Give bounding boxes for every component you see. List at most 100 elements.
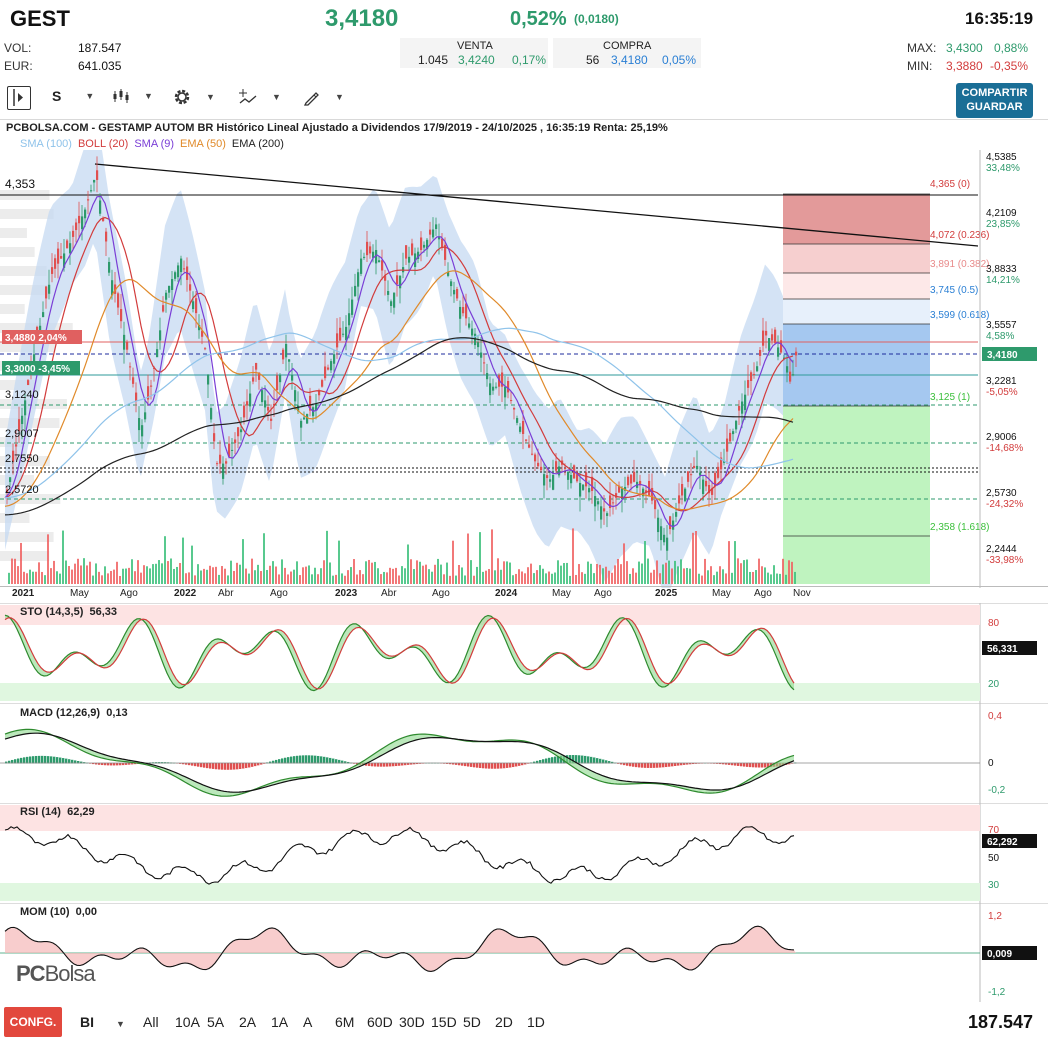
candle-body (597, 501, 600, 505)
period-button-1a[interactable]: 1A (271, 1014, 289, 1030)
macd-histogram-bar (98, 763, 101, 765)
candle-body (747, 380, 750, 388)
macd-histogram-bar (194, 763, 197, 767)
period-button-2d[interactable]: 2D (495, 1014, 513, 1030)
period-button-60d[interactable]: 60D (367, 1014, 393, 1030)
macd-histogram-bar (209, 763, 212, 769)
candle-body (510, 400, 513, 402)
interval-selector[interactable]: BI ▼ (80, 1014, 125, 1030)
volume-bar (20, 542, 22, 584)
candle-body (225, 461, 228, 464)
volume-bar (335, 574, 337, 584)
price-chart[interactable]: 4,365 (0) 4,072 (0.236) 3,891 (0.382) 3,745… (0, 150, 1048, 588)
candle-body (774, 329, 777, 344)
macd-histogram-bar (272, 760, 275, 764)
legend-item-1[interactable]: BOLL (20) (77, 138, 129, 150)
price-axis-label: 3,8833 (986, 264, 1017, 275)
period-button-5d[interactable]: 5D (463, 1014, 481, 1030)
period-button-a[interactable]: A (303, 1014, 313, 1030)
period-button-5a[interactable]: 5A (207, 1014, 225, 1030)
drawing-tools-selector[interactable]: ▼ (303, 88, 344, 106)
candle-body (717, 466, 720, 478)
macd-histogram-bar (767, 763, 770, 768)
volume-bar (398, 575, 400, 584)
sto-panel[interactable]: 80 20 56,331 (0, 603, 1048, 703)
volume-bar (407, 544, 409, 584)
volume-bar (56, 571, 58, 584)
macd-histogram-bar (104, 763, 107, 766)
volume-bar (47, 534, 49, 584)
chart-type-selector[interactable]: ▼ (112, 88, 153, 104)
volume-bar (302, 567, 304, 584)
indicators-selector[interactable]: ▼ (238, 88, 281, 106)
candle-body (399, 275, 402, 289)
period-button-all[interactable]: All (143, 1014, 159, 1030)
macd-histogram-bar (539, 760, 542, 764)
volume-bar (140, 572, 142, 584)
volume-bar (758, 558, 760, 584)
candle-body (753, 373, 756, 375)
macd-histogram-bar (446, 763, 449, 764)
legend-item-4[interactable]: EMA (200) (231, 138, 284, 150)
macd-histogram-bar (764, 763, 767, 768)
candle-body (600, 506, 603, 520)
legend-item-2[interactable]: SMA (9) (134, 138, 175, 150)
candle-body (780, 340, 783, 353)
volume-bar (320, 568, 322, 584)
candle-body (15, 444, 18, 447)
period-button-30d[interactable]: 30D (399, 1014, 425, 1030)
candle-body (48, 284, 51, 294)
candle-body (429, 229, 432, 235)
scale-selector[interactable]: S ▼ (52, 88, 94, 104)
fib-level-label: 3,125 (1) (930, 392, 970, 403)
macd-histogram-bar (227, 763, 230, 770)
sto-d-line (4, 617, 795, 690)
fib-level-label: 3,891 (0.382) (930, 259, 990, 270)
mom-axis-top: 1,2 (988, 911, 1002, 922)
volume-bar (674, 560, 676, 584)
min-label: MIN: (907, 59, 933, 73)
macd-panel[interactable]: 0,4 0 -0,2 (0, 703, 1048, 803)
volume-bar (83, 558, 85, 584)
volume-bar (704, 558, 706, 584)
mom-line (4, 925, 795, 972)
candle-body (777, 347, 780, 357)
sma-100-line (4, 327, 794, 499)
share-save-button[interactable]: COMPARTIR GUARDAR (956, 83, 1033, 118)
price-axis-pct: 4,58% (986, 331, 1014, 342)
volume-bar (308, 565, 310, 584)
candle-body (444, 244, 447, 260)
macd-histogram-bar (290, 756, 293, 764)
macd-histogram-bar (629, 763, 632, 767)
panel-toggle-button[interactable] (7, 86, 31, 110)
candle-body (33, 354, 36, 364)
period-button-2a[interactable]: 2A (239, 1014, 257, 1030)
volume-bar (269, 565, 271, 584)
volume-bar (773, 565, 775, 584)
rsi-panel[interactable]: 70 50 30 62,292 (0, 803, 1048, 903)
legend-item-3[interactable]: EMA (50) (180, 138, 226, 150)
config-button[interactable]: CONFG. (4, 1007, 62, 1037)
period-button-10a[interactable]: 10A (175, 1014, 200, 1030)
legend-item-0[interactable]: SMA (100) (20, 138, 72, 150)
macd-histogram-bar (659, 763, 662, 768)
period-button-1d[interactable]: 1D (527, 1014, 545, 1030)
mom-panel[interactable]: 1,2 -1,2 0,009 (0, 903, 1048, 1002)
volume-bar (68, 566, 70, 584)
candle-body (660, 526, 663, 541)
period-button-15d[interactable]: 15D (431, 1014, 457, 1030)
candle-body (195, 298, 198, 314)
volume-bar (23, 571, 25, 584)
volume-bar (251, 558, 253, 584)
chevron-down-icon: ▼ (206, 92, 215, 102)
volume-bar (377, 568, 379, 584)
macd-histogram-bar (683, 763, 686, 765)
settings-selector[interactable]: ▼ (172, 87, 215, 107)
macd-histogram-bar (329, 757, 332, 764)
period-button-6m[interactable]: 6M (335, 1014, 355, 1030)
candle-body (708, 484, 711, 494)
sidebar-icon (13, 89, 23, 106)
volume-bar (296, 561, 298, 584)
candle-body (744, 394, 747, 411)
rsi-axis-50: 50 (988, 853, 1000, 864)
